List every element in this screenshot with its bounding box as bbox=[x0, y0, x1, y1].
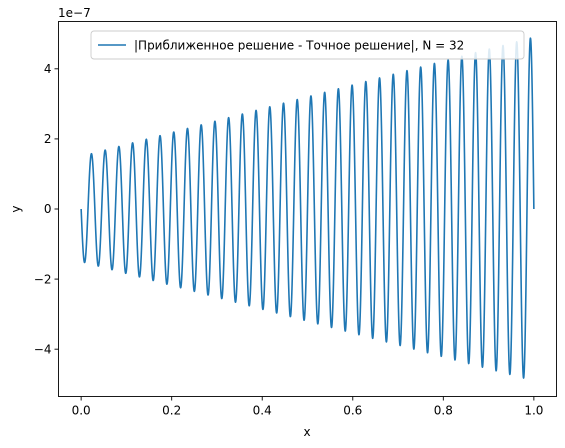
x-tick-label: 0.4 bbox=[253, 404, 272, 418]
y-tick-label: 2 bbox=[44, 132, 52, 146]
series-line bbox=[80, 37, 535, 379]
x-tick-label: 1.0 bbox=[524, 404, 543, 418]
x-tick-label: 0.8 bbox=[434, 404, 453, 418]
y-axis-ticks: −4 −2 0 2 4 bbox=[34, 62, 59, 356]
x-axis-label: x bbox=[303, 425, 310, 439]
y-tick-label: −4 bbox=[34, 342, 52, 356]
x-tick-label: 0.2 bbox=[162, 404, 181, 418]
y-tick-label: −2 bbox=[34, 272, 52, 286]
x-axis-ticks: 0.0 0.2 0.4 0.6 0.8 1.0 bbox=[72, 396, 543, 418]
legend: |Приближенное решение - Точное решение|,… bbox=[90, 30, 525, 60]
legend-label: |Приближенное решение - Точное решение|,… bbox=[134, 39, 464, 53]
y-tick-label: 0 bbox=[44, 202, 52, 216]
x-tick-label: 0.6 bbox=[343, 404, 362, 418]
y-axis-label: y bbox=[9, 205, 23, 212]
y-tick-label: 4 bbox=[44, 62, 52, 76]
legend-box bbox=[90, 30, 525, 60]
x-tick-label: 0.0 bbox=[72, 404, 91, 418]
y-scale-label: 1e−7 bbox=[58, 6, 91, 20]
